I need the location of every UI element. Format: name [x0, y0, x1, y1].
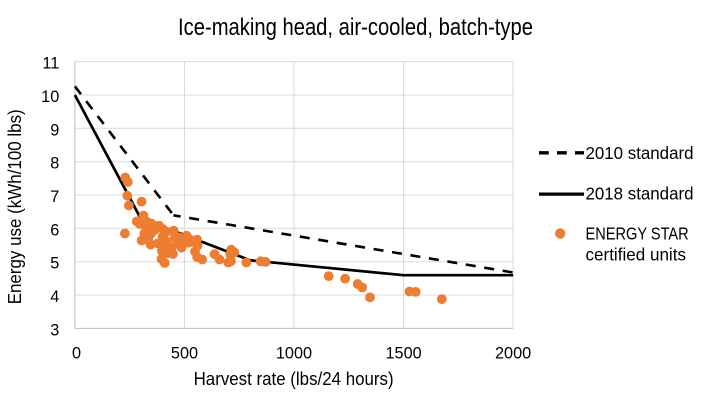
svg-text:10: 10 [41, 88, 59, 106]
svg-text:2018 standard: 2018 standard [586, 183, 694, 203]
svg-text:0: 0 [72, 345, 81, 363]
svg-text:certified units: certified units [586, 244, 687, 264]
svg-text:4: 4 [50, 288, 59, 306]
svg-text:9: 9 [50, 121, 59, 139]
svg-text:6: 6 [50, 221, 59, 239]
svg-text:500: 500 [171, 345, 198, 363]
svg-text:2000: 2000 [495, 345, 531, 363]
svg-text:ENERGY STAR: ENERGY STAR [586, 223, 689, 243]
svg-text:7: 7 [50, 188, 59, 206]
svg-text:5: 5 [50, 255, 59, 273]
svg-text:Ice-making head, air-cooled, b: Ice-making head, air-cooled, batch-type [178, 14, 533, 41]
svg-text:Energy use (kWh/100 lbs): Energy use (kWh/100 lbs) [4, 109, 25, 304]
svg-text:8: 8 [50, 155, 59, 173]
svg-text:3: 3 [50, 321, 59, 339]
svg-text:2010 standard: 2010 standard [586, 143, 694, 163]
svg-text:1500: 1500 [385, 345, 421, 363]
svg-text:1000: 1000 [276, 345, 312, 363]
svg-text:11: 11 [42, 55, 59, 73]
svg-text:Harvest rate (lbs/24 hours): Harvest rate (lbs/24 hours) [194, 368, 394, 389]
